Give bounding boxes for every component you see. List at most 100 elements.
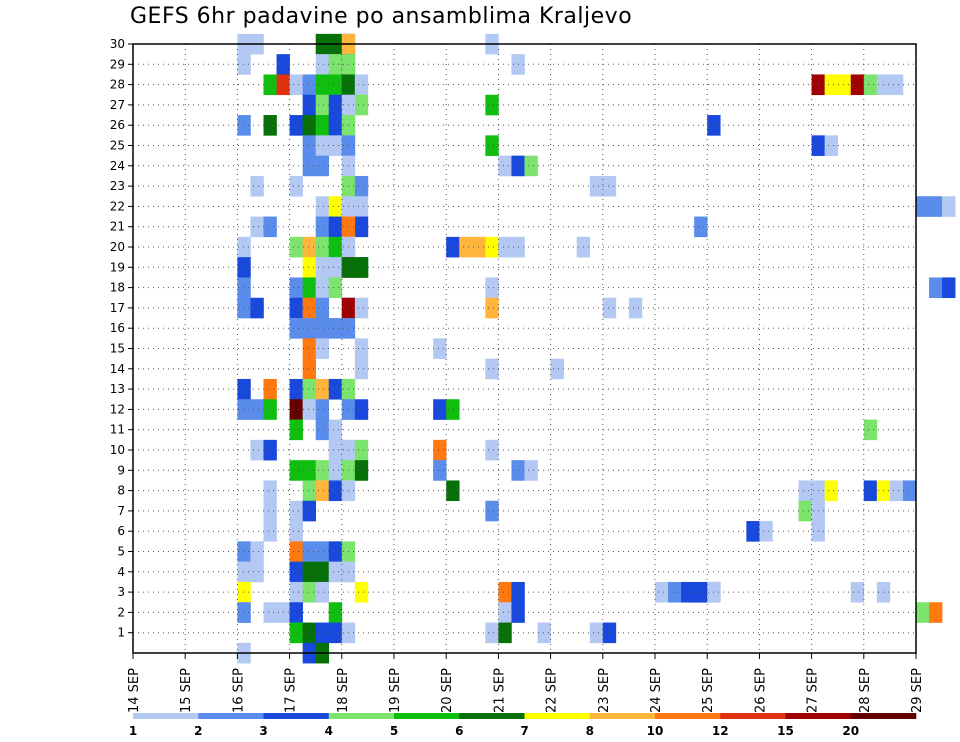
heatmap-cell <box>328 135 343 156</box>
heatmap-cell <box>524 155 538 177</box>
heatmap-cell <box>302 378 316 400</box>
x-tick-label: 21 SEP <box>492 668 507 713</box>
heatmap-cell <box>824 74 838 96</box>
heatmap-cell <box>446 480 460 502</box>
heatmap-cell <box>681 581 695 603</box>
heatmap-cell <box>237 54 251 75</box>
x-tick-label: 23 SEP <box>597 668 612 713</box>
heatmap-cell <box>354 175 369 197</box>
heatmap-cell <box>328 602 343 623</box>
heatmap-cell <box>889 480 904 502</box>
heatmap-cell <box>850 74 865 96</box>
heatmap-cell <box>354 358 369 380</box>
y-tick-label: 13 <box>110 382 125 396</box>
heatmap-cell <box>354 196 369 217</box>
heatmap-cell <box>289 500 303 522</box>
heatmap-cell <box>263 399 277 420</box>
heatmap-cell <box>315 378 330 400</box>
legend-label: 12 <box>712 724 729 738</box>
heatmap-cell <box>354 399 369 420</box>
heatmap-cell <box>302 500 316 522</box>
y-tick-label: 7 <box>117 504 125 518</box>
heatmap-cell <box>302 94 316 116</box>
heatmap-cell <box>315 297 330 319</box>
heatmap-cell <box>916 196 930 217</box>
heatmap-cell <box>289 236 303 258</box>
heatmap-cell <box>837 74 852 96</box>
heatmap-cell <box>328 115 343 136</box>
heatmap-cell <box>602 297 617 319</box>
x-tick-label: 24 SEP <box>649 668 664 713</box>
heatmap-cell <box>289 419 303 441</box>
legend-label: 5 <box>390 724 398 738</box>
legend-label: 1 <box>129 724 137 738</box>
legend-swatch <box>655 713 721 719</box>
legend-swatch <box>720 713 786 719</box>
heatmap-cell <box>315 460 330 481</box>
legend-label: 3 <box>259 724 267 738</box>
heatmap-cell <box>433 460 447 481</box>
heatmap-cell <box>302 297 316 319</box>
heatmap-cell <box>824 135 838 156</box>
x-tick-label: 17 SEP <box>284 668 299 713</box>
heatmap-cell <box>302 277 316 299</box>
heatmap-cell <box>537 622 551 644</box>
heatmap-cell <box>237 581 251 603</box>
y-tick-label: 23 <box>110 179 125 193</box>
heatmap-cell <box>289 399 303 420</box>
x-tick-label: 26 SEP <box>753 668 768 713</box>
heatmap-cell <box>315 135 330 156</box>
legend-label: 20 <box>842 724 859 738</box>
heatmap-cell <box>328 277 343 299</box>
heatmap-cell <box>315 94 330 116</box>
heatmap-cell <box>250 399 264 420</box>
heatmap-cell <box>328 622 343 644</box>
y-tick-label: 1 <box>117 626 125 640</box>
x-tick-label: 27 SEP <box>806 668 821 713</box>
y-tick-label: 15 <box>110 342 125 356</box>
heatmap-cell <box>263 439 277 461</box>
y-tick-label: 9 <box>117 463 125 477</box>
heatmap-cell <box>237 257 251 278</box>
heatmap-cell <box>942 277 956 299</box>
heatmap-cell <box>302 358 316 380</box>
heatmap-cell <box>289 277 303 299</box>
heatmap-cell <box>759 521 773 542</box>
y-tick-label: 8 <box>117 484 125 498</box>
y-tick-label: 12 <box>110 402 125 416</box>
x-tick-label: 28 SEP <box>858 668 873 713</box>
heatmap-cell <box>302 541 316 562</box>
heatmap-cell <box>550 358 564 380</box>
heatmap-cell <box>328 318 343 339</box>
heatmap-cell <box>302 622 316 644</box>
heatmap-cell <box>289 318 303 339</box>
heatmap-cell <box>289 521 303 542</box>
heatmap-cell <box>354 74 369 96</box>
heatmap-cell <box>302 581 316 603</box>
heatmap-cell <box>485 297 499 319</box>
heatmap-cell <box>302 135 316 156</box>
legend-label: 8 <box>586 724 594 738</box>
heatmap-cell <box>485 277 499 299</box>
y-tick-label: 28 <box>110 78 125 92</box>
y-tick-label: 24 <box>110 159 125 173</box>
legend-swatch <box>459 713 525 719</box>
heatmap-cell <box>302 318 316 339</box>
legend-swatch <box>850 713 917 719</box>
heatmap-cell <box>250 297 264 319</box>
y-tick-label: 26 <box>110 118 125 132</box>
heatmap-cell <box>863 74 878 96</box>
heatmap-cell <box>315 419 330 441</box>
heatmap-cell <box>433 399 447 420</box>
heatmap-cell <box>302 155 316 177</box>
heatmap-cell <box>302 74 316 96</box>
heatmap-cell <box>263 378 277 400</box>
heatmap-cell <box>902 480 917 502</box>
y-tick-label: 10 <box>110 443 125 457</box>
heatmap-cell <box>315 561 330 583</box>
heatmap-cell <box>328 74 343 96</box>
heatmap-cell <box>289 297 303 319</box>
heatmap-cell <box>354 216 369 238</box>
heatmap-cell <box>328 460 343 481</box>
legend-swatch <box>394 713 460 719</box>
